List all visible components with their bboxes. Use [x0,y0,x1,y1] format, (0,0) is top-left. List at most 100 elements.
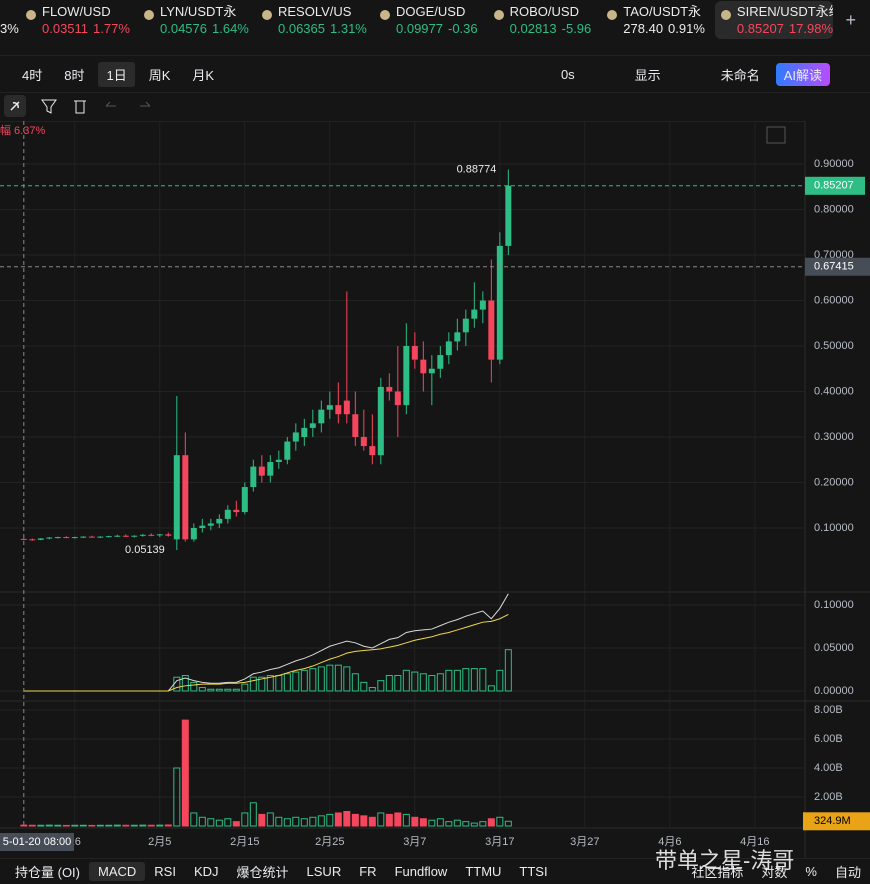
volume-bar [45,824,53,827]
macd-histogram [334,664,342,692]
volume-bar [71,824,79,827]
candle-body [428,368,435,374]
ticker-symbol: RESOLV/US [278,4,352,19]
ticker-symbol: SIREN/USDT永续 [736,4,833,19]
indicator-tab[interactable]: Fundflow [394,864,448,879]
indicator-tab[interactable]: MACD [89,862,146,881]
indicator-tab[interactable]: FR [359,864,377,879]
volume-bar [181,719,189,827]
candle-body [80,536,87,538]
chart-option[interactable]: 对数 [761,865,788,880]
volume-bar [113,824,121,827]
interval[interactable]: 月K [192,67,215,83]
filter-tool[interactable] [41,99,57,114]
volume-bar [462,821,470,827]
indicator-tabs: 持仓量 (OI) MACD RSI KDJ 爆仓统计 LSUR FR Fundflow TTMU… [0,858,870,884]
candle-body [386,386,393,392]
interval[interactable]: 8时 [64,67,85,83]
volume-bar [241,812,249,827]
candle-body [233,509,240,513]
macd-histogram [402,669,410,692]
ticker-tab[interactable]: RESOLV/US 0.06365 1.31% [256,1,374,39]
candle-body [46,537,53,539]
candle-body [411,345,418,360]
ticker-tab[interactable]: ROBO/USD 0.02813 -5.96 [488,1,602,39]
ticker-change: 1.31% [330,21,367,36]
macd-histogram [428,674,436,692]
volume-bar [377,812,385,827]
chart-option[interactable]: 自动 [834,865,861,880]
low-annotation: 0.05139 [125,544,165,556]
volume-bar [343,810,351,827]
coin-icon [380,10,390,20]
macd-histogram [377,680,385,692]
ticker-tab[interactable]: SIREN/USDT永续 0.85207 17.98% [714,1,833,39]
volume-bar [428,819,436,827]
candle-body [505,185,512,246]
candle-body [360,436,367,447]
candle-body [284,441,291,460]
indicator-tab[interactable]: 持仓量 (OI) [15,865,80,880]
ticker-symbol: LYN/USDT永 [160,4,237,19]
macd-histogram [249,676,257,692]
add-tab[interactable]: + [845,9,856,30]
interval[interactable]: 1日 [98,61,135,87]
macd-histogram [462,668,470,692]
redo[interactable] [140,101,151,107]
ticker-quote: 3% [0,20,19,37]
candle-body [445,341,452,356]
interval[interactable]: 周K [148,67,171,83]
macd-histogram [360,681,368,692]
candle-body [462,318,469,333]
y-tick-label: 0.00000 [814,685,854,697]
undo[interactable] [105,101,116,107]
drawing-tools [0,91,870,122]
indicator-tab[interactable]: KDJ [193,864,219,879]
ticker-change: 1.64% [212,21,249,36]
chart-option[interactable]: % [805,864,817,879]
candle-body [71,537,78,539]
macd-histogram [266,674,274,692]
volume-bar [317,815,325,827]
display[interactable]: 显示 [634,67,661,83]
candle-body [190,527,197,540]
candle-body [29,539,36,541]
fullscreen-icon[interactable] [766,126,786,144]
ticker-change: -0.36 [448,21,478,36]
indicator-tab[interactable]: TTMU [465,864,502,879]
volume-bar [326,813,334,827]
x-tick-label: 3月27 [570,836,599,848]
y-tick-label: 0.80000 [814,203,854,215]
volume-bar [470,822,478,827]
chart-option[interactable]: 社区指标 [691,865,744,880]
ticker-tab[interactable]: FLOW/USD 0.03511 1.77% [20,1,138,39]
last-price-label: 0.85207 [814,180,854,192]
candle-body [122,535,129,537]
tool-icons [4,95,151,117]
coin-icon [607,10,618,20]
indicator-tab[interactable]: 爆仓统计 [236,865,289,880]
macd-histogram [258,676,266,692]
volume-bar [283,818,291,827]
ai-button[interactable]: AI解读 [775,62,830,86]
candle-body [97,536,104,538]
ticker-tab[interactable]: TAO/USDT永 278.40 0.91% [601,1,715,39]
volume-bar [309,816,317,827]
macd-histogram [343,666,351,692]
candle-body [258,466,265,476]
indicator-tab[interactable]: LSUR [306,864,342,879]
layout-name[interactable]: 未命名 [720,67,760,83]
ticker-tab[interactable]: DOGE/USD 0.09977 -0.36 [374,1,488,39]
x-tick-label: 26 [69,836,81,848]
ticker-tab[interactable]: LYN/USDT永 0.04576 1.64% [138,1,256,39]
delete-tool[interactable] [74,100,86,114]
replay[interactable]: 0s [560,66,575,82]
interval[interactable]: 4时 [22,67,43,83]
ticker-symbol: FLOW/USD [42,4,111,19]
indicator-tab[interactable]: TTSI [519,864,548,879]
y-tick-label: 0.50000 [814,340,854,352]
indicator-tab[interactable]: RSI [154,864,176,879]
ticker-tab[interactable]: SD3% [0,1,20,39]
ticker-quote: 0.03511 1.77% [42,20,130,37]
crosshair-date-box [0,833,74,851]
